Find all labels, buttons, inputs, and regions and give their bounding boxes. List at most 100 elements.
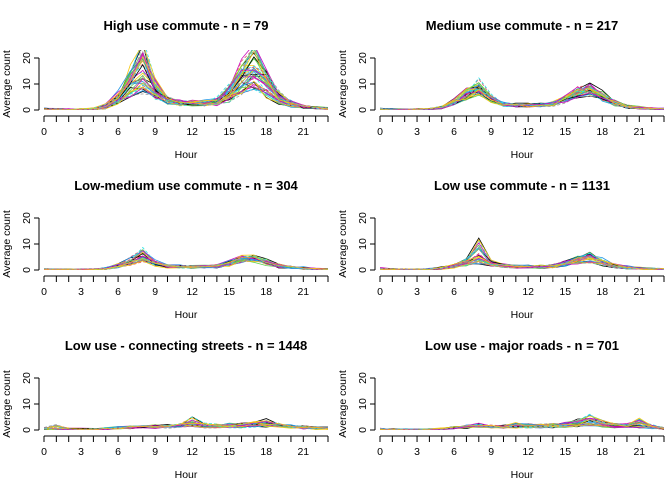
panel-title: High use commute - n = 79 — [103, 18, 268, 33]
x-axis-label: Hour — [511, 149, 534, 161]
x-tick-label: 6 — [115, 446, 121, 458]
series-line — [380, 255, 664, 270]
x-tick-label: 18 — [260, 446, 272, 458]
x-tick-label: 12 — [186, 126, 198, 138]
y-tick-label: 20 — [21, 212, 33, 224]
x-tick-label: 18 — [596, 126, 608, 138]
x-tick-label: 6 — [451, 286, 457, 298]
panel-title: Low use - major roads - n = 701 — [425, 338, 619, 353]
panel-title: Low use - connecting streets - n = 1448 — [65, 338, 307, 353]
x-axis-label: Hour — [175, 469, 198, 480]
x-tick-label: 15 — [559, 286, 571, 298]
x-tick-label: 18 — [596, 286, 608, 298]
x-tick-label: 12 — [522, 126, 534, 138]
y-tick-label: 20 — [21, 52, 33, 64]
x-tick-label: 15 — [223, 126, 235, 138]
panel-title: Medium use commute - n = 217 — [426, 18, 619, 33]
y-tick-label: 10 — [357, 398, 369, 410]
x-tick-label: 21 — [633, 126, 645, 138]
x-tick-label: 18 — [260, 126, 272, 138]
y-axis-label: Average count — [337, 50, 349, 118]
x-tick-label: 21 — [633, 286, 645, 298]
y-tick-label: 20 — [357, 52, 369, 64]
y-tick-label: 10 — [21, 398, 33, 410]
x-tick-label: 3 — [414, 126, 420, 138]
series-group — [44, 50, 328, 110]
panel-4: Low use commute - n = 1131 0 10 20 Average c… — [337, 178, 665, 321]
series-line — [380, 92, 664, 110]
series-group — [380, 77, 664, 110]
x-tick-label: 0 — [41, 446, 47, 458]
x-tick-label: 6 — [115, 286, 121, 298]
series-line — [44, 422, 328, 430]
x-tick-label: 0 — [41, 126, 47, 138]
y-tick-label: 20 — [357, 212, 369, 224]
y-tick-label: 20 — [21, 372, 33, 384]
series-line — [380, 88, 664, 110]
y-axis-label: Average count — [1, 370, 13, 438]
y-tick-label: 0 — [21, 107, 33, 113]
series-line — [380, 261, 664, 270]
panel-1: High use commute - n = 79 0 10 20 Average co… — [1, 18, 329, 161]
series-line — [380, 247, 664, 270]
x-tick-label: 9 — [152, 286, 158, 298]
series-line — [380, 93, 664, 110]
x-axis-label: Hour — [175, 309, 198, 321]
x-tick-label: 9 — [152, 126, 158, 138]
series-group — [380, 237, 664, 270]
panel-6: Low use - major roads - n = 701 0 10 20 Aver… — [337, 338, 665, 480]
y-tick-label: 10 — [21, 238, 33, 250]
x-tick-label: 15 — [223, 446, 235, 458]
x-tick-label: 15 — [559, 446, 571, 458]
x-tick-label: 12 — [522, 446, 534, 458]
y-tick-label: 0 — [357, 427, 369, 433]
x-tick-label: 15 — [559, 126, 571, 138]
series-line — [380, 419, 664, 430]
x-tick-label: 0 — [377, 446, 383, 458]
x-tick-label: 9 — [488, 446, 494, 458]
x-tick-label: 18 — [260, 286, 272, 298]
x-tick-label: 9 — [152, 446, 158, 458]
x-tick-label: 9 — [488, 286, 494, 298]
y-tick-label: 10 — [357, 238, 369, 250]
x-tick-label: 15 — [223, 286, 235, 298]
x-tick-label: 0 — [41, 286, 47, 298]
series-line — [380, 91, 664, 110]
x-axis-label: Hour — [511, 309, 534, 321]
x-tick-label: 6 — [451, 446, 457, 458]
x-tick-label: 21 — [297, 286, 309, 298]
x-tick-label: 18 — [596, 446, 608, 458]
x-tick-label: 21 — [297, 126, 309, 138]
series-line — [44, 421, 328, 430]
y-tick-label: 20 — [357, 372, 369, 384]
y-tick-label: 10 — [21, 78, 33, 90]
x-tick-label: 3 — [78, 126, 84, 138]
series-line — [380, 417, 664, 430]
y-tick-label: 10 — [357, 78, 369, 90]
x-tick-label: 3 — [78, 286, 84, 298]
panel-title: Low use commute - n = 1131 — [434, 178, 610, 193]
y-tick-label: 0 — [357, 267, 369, 273]
y-axis-label: Average count — [1, 210, 13, 278]
panel-5: Low use - connecting streets - n = 1448 0… — [1, 338, 329, 480]
x-tick-label: 6 — [115, 126, 121, 138]
y-axis-label: Average count — [337, 370, 349, 438]
x-tick-label: 3 — [78, 446, 84, 458]
x-axis-label: Hour — [511, 469, 534, 480]
x-tick-label: 12 — [522, 286, 534, 298]
panel-title: Low-medium use commute - n = 304 — [74, 178, 298, 193]
series-line — [44, 81, 328, 110]
series-line — [380, 418, 664, 430]
series-line — [380, 92, 664, 110]
panel-3: Low-medium use commute - n = 304 0 10 20 Ave… — [1, 178, 329, 321]
series-line — [380, 85, 664, 110]
x-tick-label: 21 — [633, 446, 645, 458]
series-line — [44, 50, 328, 110]
y-axis-label: Average count — [1, 50, 13, 118]
x-tick-label: 21 — [297, 446, 309, 458]
series-line — [44, 81, 328, 110]
y-tick-label: 0 — [21, 427, 33, 433]
x-tick-label: 9 — [488, 126, 494, 138]
x-tick-label: 6 — [451, 126, 457, 138]
